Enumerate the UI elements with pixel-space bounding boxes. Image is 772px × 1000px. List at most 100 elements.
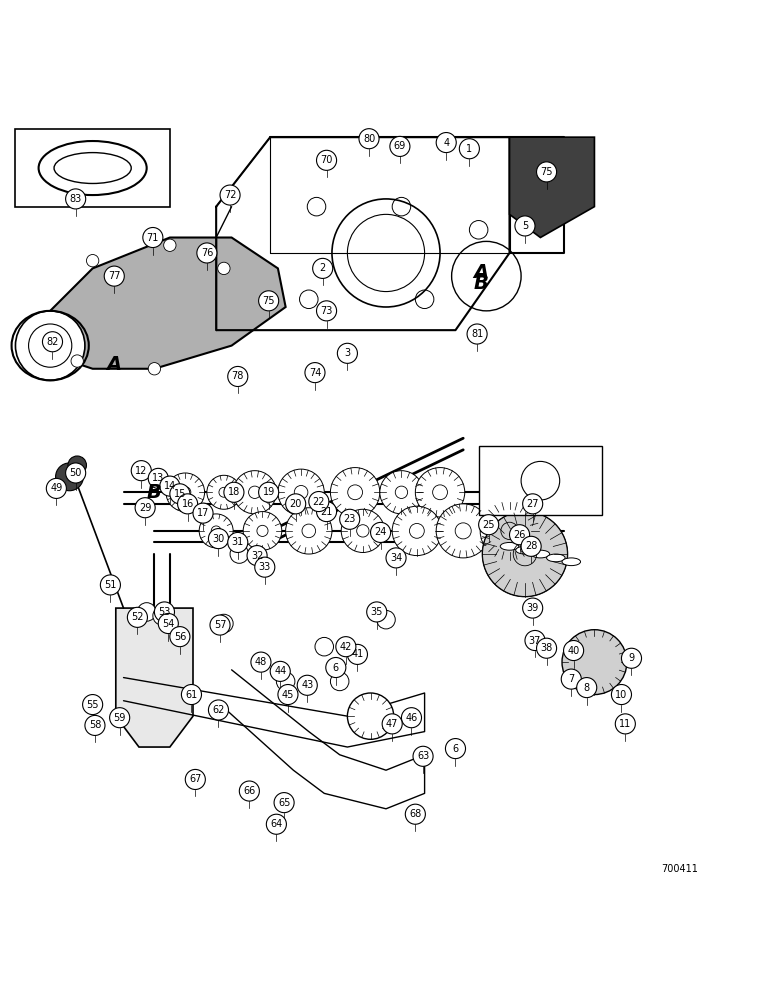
Circle shape xyxy=(515,216,535,236)
Circle shape xyxy=(337,343,357,363)
Circle shape xyxy=(233,471,276,514)
Text: 19: 19 xyxy=(262,487,275,497)
Text: 15: 15 xyxy=(174,489,186,499)
Circle shape xyxy=(66,189,86,209)
Circle shape xyxy=(482,512,567,596)
Text: 52: 52 xyxy=(131,612,144,622)
Circle shape xyxy=(86,255,99,267)
Text: 76: 76 xyxy=(201,248,213,258)
Circle shape xyxy=(367,602,387,622)
Ellipse shape xyxy=(547,554,565,562)
Circle shape xyxy=(317,301,337,321)
Text: 67: 67 xyxy=(189,774,201,784)
Text: 68: 68 xyxy=(409,809,422,819)
Circle shape xyxy=(392,506,442,556)
Text: 11: 11 xyxy=(619,719,631,729)
Ellipse shape xyxy=(500,542,519,550)
Circle shape xyxy=(247,546,267,566)
Text: 17: 17 xyxy=(197,508,209,518)
Text: 64: 64 xyxy=(270,819,283,829)
Circle shape xyxy=(46,478,66,498)
Circle shape xyxy=(523,494,543,514)
Circle shape xyxy=(68,456,86,475)
Circle shape xyxy=(510,525,530,545)
Circle shape xyxy=(224,482,244,502)
Circle shape xyxy=(436,133,456,153)
Circle shape xyxy=(386,548,406,568)
Text: 4: 4 xyxy=(443,138,449,148)
Circle shape xyxy=(56,463,83,491)
Text: 24: 24 xyxy=(374,527,387,537)
Text: 44: 44 xyxy=(274,666,286,676)
Circle shape xyxy=(577,678,597,698)
Text: 18: 18 xyxy=(228,487,240,497)
Circle shape xyxy=(170,627,190,647)
Text: 51: 51 xyxy=(104,580,117,590)
Text: 37: 37 xyxy=(529,636,541,646)
Circle shape xyxy=(317,150,337,170)
Circle shape xyxy=(326,657,346,678)
Text: 13: 13 xyxy=(152,473,164,483)
Circle shape xyxy=(148,363,161,375)
Circle shape xyxy=(445,739,466,759)
Circle shape xyxy=(135,498,155,518)
Text: 28: 28 xyxy=(525,541,537,551)
Circle shape xyxy=(479,515,499,535)
Ellipse shape xyxy=(516,546,534,554)
Circle shape xyxy=(561,669,581,689)
Circle shape xyxy=(436,504,490,558)
Circle shape xyxy=(336,637,356,657)
Circle shape xyxy=(380,471,423,514)
Circle shape xyxy=(297,675,317,695)
Circle shape xyxy=(137,603,156,621)
Text: 47: 47 xyxy=(386,719,398,729)
Circle shape xyxy=(215,614,233,633)
Text: 81: 81 xyxy=(471,329,483,339)
Text: 46: 46 xyxy=(405,713,418,723)
Circle shape xyxy=(210,615,230,635)
Text: 58: 58 xyxy=(89,720,101,730)
Circle shape xyxy=(239,781,259,801)
Circle shape xyxy=(537,638,557,658)
Text: 65: 65 xyxy=(278,798,290,808)
Bar xyxy=(479,446,602,515)
Circle shape xyxy=(66,463,86,483)
Circle shape xyxy=(178,494,198,514)
Text: 3: 3 xyxy=(344,348,350,358)
Ellipse shape xyxy=(531,550,550,558)
Circle shape xyxy=(537,162,557,182)
Circle shape xyxy=(341,509,384,552)
Circle shape xyxy=(276,672,295,691)
Text: 5: 5 xyxy=(522,221,528,231)
Text: 29: 29 xyxy=(139,503,151,513)
Text: 14: 14 xyxy=(164,481,176,491)
Text: 73: 73 xyxy=(320,306,333,316)
Text: 78: 78 xyxy=(232,371,244,381)
Circle shape xyxy=(181,685,201,705)
Circle shape xyxy=(340,509,360,529)
Circle shape xyxy=(413,746,433,766)
Polygon shape xyxy=(31,238,286,369)
Text: 50: 50 xyxy=(69,468,82,478)
Text: 38: 38 xyxy=(540,643,553,653)
Text: 74: 74 xyxy=(309,368,321,378)
Circle shape xyxy=(185,769,205,790)
Circle shape xyxy=(467,324,487,344)
Circle shape xyxy=(266,814,286,834)
Circle shape xyxy=(143,227,163,248)
Text: 26: 26 xyxy=(513,530,526,540)
Circle shape xyxy=(390,136,410,156)
Circle shape xyxy=(480,502,539,560)
Circle shape xyxy=(459,139,479,159)
Circle shape xyxy=(131,461,151,481)
Text: 49: 49 xyxy=(50,483,63,493)
Circle shape xyxy=(193,503,213,523)
Text: 35: 35 xyxy=(371,607,383,617)
Circle shape xyxy=(317,502,337,522)
Text: 61: 61 xyxy=(185,690,198,700)
Circle shape xyxy=(347,644,367,664)
Circle shape xyxy=(525,630,545,651)
Text: 59: 59 xyxy=(113,713,126,723)
Text: B: B xyxy=(147,483,162,502)
Circle shape xyxy=(158,613,178,634)
